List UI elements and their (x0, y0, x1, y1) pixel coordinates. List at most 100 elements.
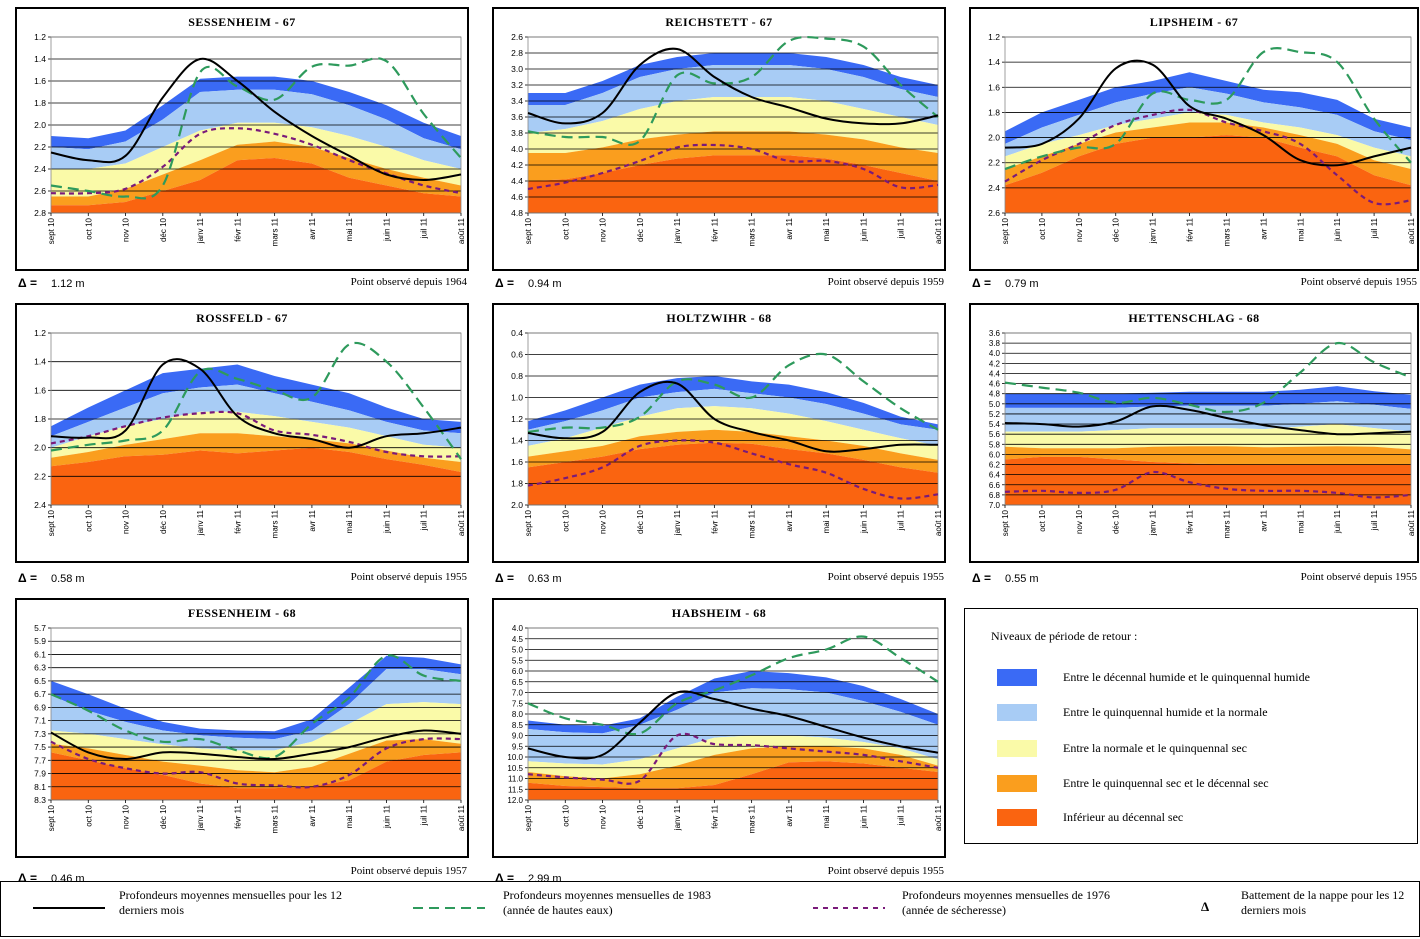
current-line (527, 690, 939, 760)
y-tick-label: 0.6 (511, 350, 523, 360)
x-tick-label: janv 11 (196, 217, 205, 244)
legend-label: Inférieur au décennal sec (1063, 810, 1184, 824)
observed-since: Point observé depuis 1957 (350, 865, 467, 877)
x-tick-label: déc 10 (159, 804, 168, 829)
wet1983-line (50, 654, 462, 760)
y-tick-label: 2.6 (511, 32, 523, 42)
dry1976-line (1004, 108, 1412, 206)
chart-panel-fessenheim: FESSENHEIM - 68 5.7 5.9 6.1 6.3 6.5 6.7 6.9 7.1 7… (15, 598, 469, 858)
y-tick-label: 1.4 (34, 357, 46, 367)
x-tick-label: janv 11 (673, 509, 682, 536)
y-tick-label: 4.2 (989, 359, 1001, 368)
y-tick-label: 11.5 (508, 785, 524, 794)
x-tick-label: mai 11 (822, 509, 831, 533)
x-tick-label: mai 11 (822, 804, 831, 828)
y-tick-label: 2.0 (34, 443, 46, 453)
x-tick-label: sept 10 (1001, 217, 1010, 244)
wet1983-line (527, 352, 939, 433)
x-tick-label: août 11 (934, 804, 943, 831)
y-tick-label: 9.5 (512, 742, 524, 751)
band-1 (51, 76, 461, 150)
x-tick-label: févr 11 (710, 509, 719, 533)
current-line (1004, 59, 1412, 167)
x-tick-label: sept 10 (47, 217, 56, 244)
x-tick-label: nov 10 (122, 217, 131, 242)
x-tick-label: févr 11 (710, 804, 719, 828)
band-2 (51, 384, 461, 448)
chart-title: FESSENHEIM - 68 (187, 606, 297, 620)
dry1976-line (527, 732, 939, 785)
delta-symbol: Δ = (972, 276, 991, 290)
x-tick-label: févr 11 (1186, 217, 1195, 241)
y-tick-label: 5.2 (989, 410, 1001, 419)
y-tick-label: 6.5 (512, 678, 524, 687)
chart-title: HETTENSCHLAG - 68 (1128, 311, 1260, 325)
delta-symbol: Δ = (495, 276, 514, 290)
legend-swatch (997, 740, 1037, 757)
x-tick-label: août 11 (457, 217, 466, 244)
plot-frame (527, 627, 939, 801)
x-tick-label: juin 11 (859, 509, 868, 534)
band-3 (51, 411, 461, 462)
current-line (50, 358, 462, 449)
y-tick-label: 6.0 (512, 667, 524, 676)
y-tick-label: 2.2 (988, 158, 1000, 168)
band-4 (51, 141, 461, 206)
y-tick-label: 7.5 (512, 699, 524, 708)
y-tick-label: 1.4 (511, 436, 523, 446)
y-tick-label: 4.8 (989, 390, 1001, 399)
y-tick-label: 2.4 (34, 500, 46, 510)
y-tick-label: 1.2 (34, 32, 46, 42)
x-tick-label: oct 10 (561, 509, 570, 531)
x-tick-label: avr 11 (308, 217, 317, 239)
chart-title: LIPSHEIM - 67 (1149, 15, 1239, 29)
y-tick-label: 2.0 (34, 120, 46, 130)
wet1983-line (1004, 47, 1412, 171)
plot-frame (50, 627, 462, 801)
x-tick-label: déc 10 (1112, 217, 1121, 242)
y-tick-label: 3.8 (511, 128, 523, 138)
delta-caption: Δ = 0.94 m (495, 276, 562, 290)
x-tick-label: nov 10 (599, 217, 608, 242)
x-tick-label: juil 11 (420, 804, 429, 826)
delta-symbol: Δ = (972, 571, 991, 585)
x-tick-label: août 11 (934, 217, 943, 244)
y-tick-label: 8.5 (512, 721, 524, 730)
y-tick-label: 1.0 (511, 393, 523, 403)
delta-caption: Δ = 0.55 m (972, 571, 1039, 585)
y-tick-label: 1.6 (988, 82, 1000, 92)
wet1983-line (1004, 341, 1412, 414)
y-tick-label: 4.2 (511, 160, 523, 170)
chart-panel-rossfeld: ROSSFELD - 67 1.2 1.4 1.6 1.8 2.0 2.2 2.4 sept 1… (15, 303, 469, 563)
x-tick-label: déc 10 (636, 804, 645, 829)
x-tick-label: sept 10 (1001, 509, 1010, 536)
y-tick-label: 6.2 (989, 461, 1001, 470)
chart-plot: 1.2 1.4 1.6 1.8 2.0 2.2 2.4 sept 10 oct 10 nov 10… (17, 305, 467, 557)
wet1983-line (50, 57, 462, 200)
observed-since: Point observé depuis 1955 (350, 571, 467, 583)
y-tick-label: 2.8 (34, 208, 46, 218)
chart-plot: 1.2 1.4 1.6 1.8 2.0 2.2 2.4 2.6 2.8 sept 10 oct 10… (17, 9, 467, 265)
x-tick-label: janv 11 (673, 804, 682, 831)
y-tick-label: 6.5 (34, 676, 46, 686)
x-tick-label: juil 11 (420, 509, 429, 531)
band-1 (528, 53, 938, 105)
y-tick-label: 5.0 (512, 646, 524, 655)
dry1976-line (50, 127, 462, 195)
y-tick-label: 7.7 (34, 755, 46, 765)
y-tick-label: 3.0 (511, 64, 523, 74)
x-tick-label: sept 10 (47, 509, 56, 536)
chart-title: ROSSFELD - 67 (196, 311, 288, 325)
current-legend-label: Profondeurs moyennes mensuelles pour les… (119, 888, 342, 917)
y-tick-label: 11.0 (508, 775, 524, 784)
chart-panel-habsheim: HABSHEIM - 68 4.0 4.5 5.0 5.5 6.0 6.5 7.0 7.5 8.0… (492, 598, 946, 858)
band-1 (1005, 386, 1411, 409)
x-tick-label: déc 10 (1112, 509, 1121, 534)
y-tick-label: 3.6 (989, 329, 1001, 338)
y-tick-label: 2.4 (34, 164, 46, 174)
x-tick-label: juil 11 (897, 509, 906, 531)
wet1983-legend-label: Profondeurs moyennes mensuelles de 1983 … (503, 888, 711, 917)
chart-svg: 4.0 4.5 5.05.5 6.0 6.5 7.07.5 8.0 8.5 9.09.5 10.0… (507, 624, 943, 833)
x-tick-label: mars 11 (748, 804, 757, 833)
